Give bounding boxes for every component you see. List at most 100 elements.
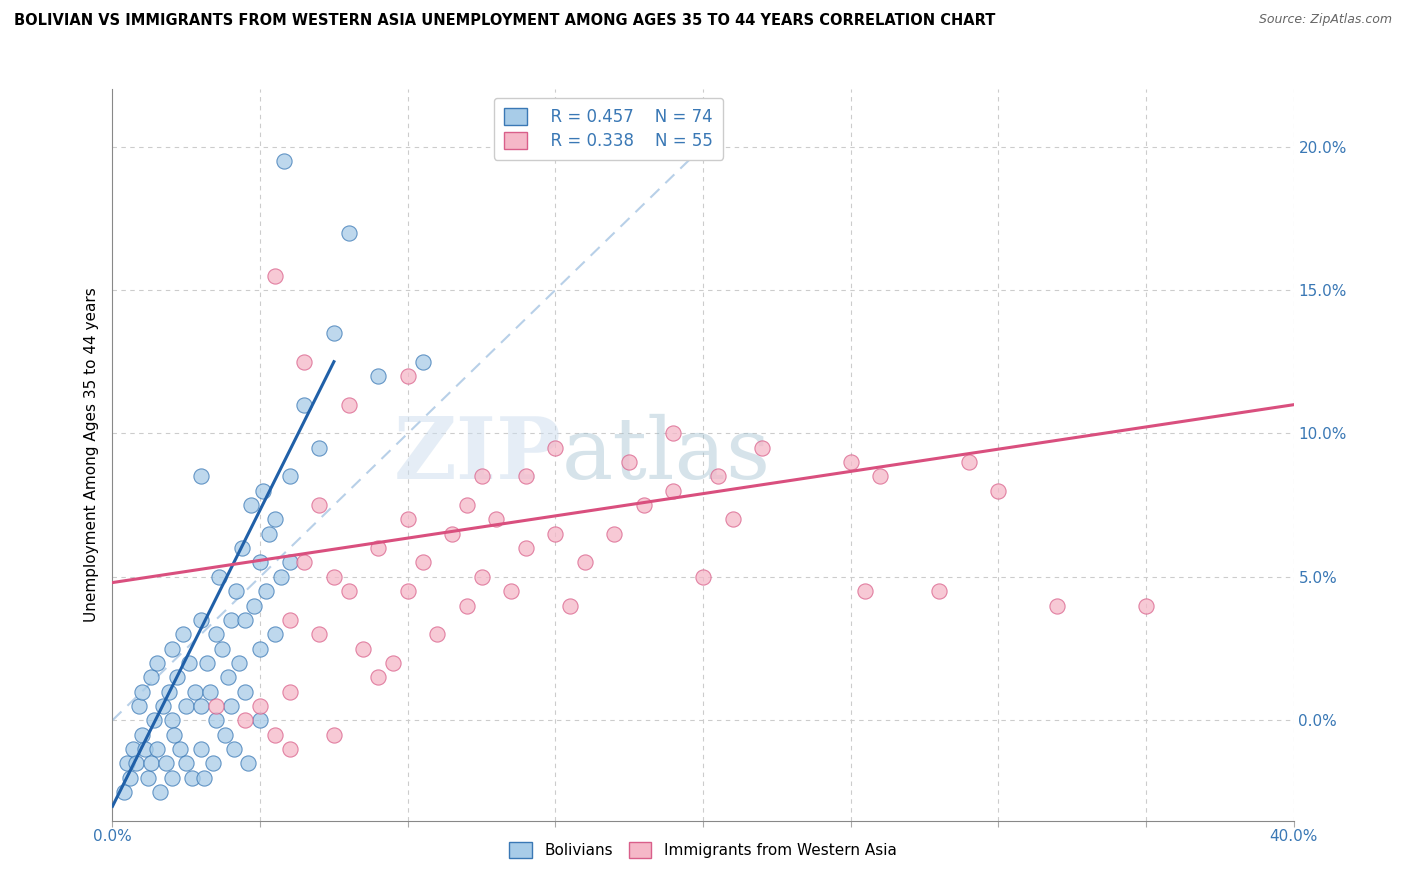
Point bbox=[412, 556, 434, 570]
Text: atlas: atlas bbox=[561, 413, 770, 497]
Point bbox=[839, 455, 862, 469]
Point bbox=[152, 698, 174, 713]
Point bbox=[367, 670, 389, 684]
Text: ZIP: ZIP bbox=[394, 413, 561, 497]
Point bbox=[264, 627, 287, 641]
Point bbox=[190, 698, 212, 713]
Point bbox=[337, 398, 360, 412]
Point bbox=[252, 483, 274, 498]
Point bbox=[149, 785, 172, 799]
Point bbox=[396, 512, 419, 526]
Point bbox=[112, 785, 135, 799]
Point bbox=[544, 526, 567, 541]
Point bbox=[160, 713, 183, 727]
Point bbox=[957, 455, 980, 469]
Point bbox=[249, 556, 271, 570]
Point bbox=[367, 369, 389, 384]
Point bbox=[515, 541, 537, 556]
Point bbox=[240, 498, 263, 512]
Point bbox=[243, 599, 266, 613]
Point bbox=[352, 641, 374, 656]
Point bbox=[257, 526, 280, 541]
Point bbox=[456, 498, 478, 512]
Point bbox=[117, 756, 138, 771]
Point bbox=[193, 771, 215, 785]
Point bbox=[264, 728, 287, 742]
Point bbox=[485, 512, 508, 526]
Point bbox=[382, 656, 405, 670]
Point bbox=[184, 684, 207, 698]
Point bbox=[751, 441, 773, 455]
Point bbox=[142, 713, 165, 727]
Point bbox=[869, 469, 891, 483]
Point bbox=[278, 742, 301, 756]
Point bbox=[337, 584, 360, 599]
Point bbox=[214, 728, 236, 742]
Point bbox=[292, 398, 315, 412]
Point bbox=[323, 728, 346, 742]
Point bbox=[139, 756, 162, 771]
Point bbox=[470, 469, 494, 483]
Point bbox=[270, 570, 292, 584]
Point bbox=[163, 728, 186, 742]
Point bbox=[160, 771, 183, 785]
Point bbox=[692, 570, 714, 584]
Point bbox=[855, 584, 877, 599]
Point bbox=[308, 441, 330, 455]
Text: 0.0%: 0.0% bbox=[93, 830, 132, 844]
Text: Source: ZipAtlas.com: Source: ZipAtlas.com bbox=[1258, 13, 1392, 27]
Point bbox=[228, 656, 250, 670]
Point bbox=[323, 326, 346, 340]
Point bbox=[134, 742, 156, 756]
Point bbox=[190, 613, 212, 627]
Point bbox=[662, 426, 685, 441]
Point bbox=[337, 226, 360, 240]
Point bbox=[233, 613, 256, 627]
Point bbox=[323, 570, 346, 584]
Point bbox=[501, 584, 523, 599]
Point bbox=[278, 613, 301, 627]
Point bbox=[308, 627, 330, 641]
Point bbox=[396, 584, 419, 599]
Point bbox=[125, 756, 148, 771]
Point bbox=[619, 455, 641, 469]
Point bbox=[987, 483, 1010, 498]
Point bbox=[308, 498, 330, 512]
Point bbox=[219, 698, 242, 713]
Point bbox=[190, 742, 212, 756]
Point bbox=[1046, 599, 1069, 613]
Point bbox=[211, 641, 233, 656]
Point bbox=[264, 512, 287, 526]
Point bbox=[128, 698, 150, 713]
Point bbox=[219, 613, 242, 627]
Point bbox=[249, 698, 271, 713]
Point bbox=[131, 728, 153, 742]
Point bbox=[426, 627, 449, 641]
Point bbox=[217, 670, 239, 684]
Point bbox=[1135, 599, 1157, 613]
Point bbox=[190, 469, 212, 483]
Y-axis label: Unemployment Among Ages 35 to 44 years: Unemployment Among Ages 35 to 44 years bbox=[84, 287, 100, 623]
Point bbox=[136, 771, 159, 785]
Point bbox=[120, 771, 142, 785]
Point bbox=[278, 556, 301, 570]
Legend: Bolivians, Immigrants from Western Asia: Bolivians, Immigrants from Western Asia bbox=[503, 836, 903, 864]
Point bbox=[205, 713, 228, 727]
Point bbox=[441, 526, 464, 541]
Point bbox=[131, 684, 153, 698]
Point bbox=[396, 369, 419, 384]
Point bbox=[122, 742, 145, 756]
Point bbox=[278, 469, 301, 483]
Point bbox=[179, 656, 201, 670]
Point bbox=[155, 756, 177, 771]
Point bbox=[174, 698, 197, 713]
Point bbox=[208, 570, 231, 584]
Point bbox=[225, 584, 247, 599]
Point bbox=[201, 756, 224, 771]
Point bbox=[238, 756, 260, 771]
Point bbox=[198, 684, 221, 698]
Point bbox=[249, 641, 271, 656]
Point bbox=[515, 469, 537, 483]
Point bbox=[264, 268, 287, 283]
Point bbox=[560, 599, 582, 613]
